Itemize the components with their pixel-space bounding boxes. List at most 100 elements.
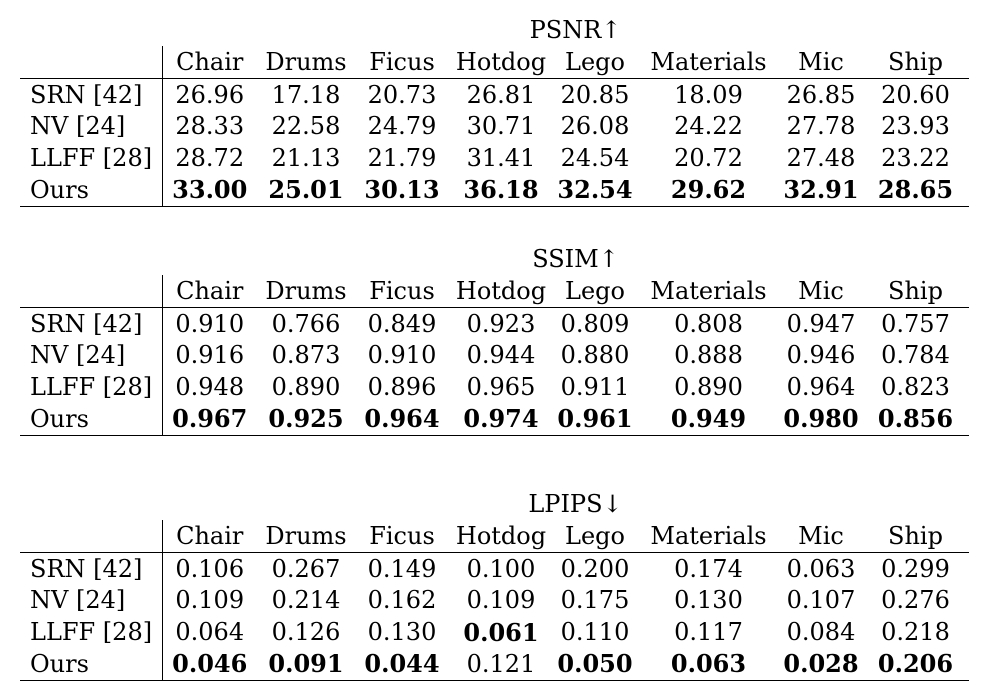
table-cell: 0.206 bbox=[862, 648, 969, 681]
table-cell: 0.964 bbox=[786, 373, 856, 401]
table-cell: 0.890 bbox=[674, 373, 743, 401]
table-cell: 20.85 bbox=[560, 81, 630, 110]
table-cell: 33.00 bbox=[162, 174, 257, 207]
table-cell: 28.65 bbox=[862, 174, 969, 207]
table-cell: 0.910 bbox=[367, 341, 437, 369]
table-cell: 0.044 bbox=[355, 648, 449, 681]
column-header-chair: Chair bbox=[162, 275, 257, 308]
table-row: Ours 33.00 25.01 30.13 36.18 32.54 29.62 32.91 2… bbox=[20, 174, 969, 207]
table-cell: 21.13 bbox=[271, 144, 341, 172]
psnr-title: PSNR↑ bbox=[529, 16, 622, 44]
table-row: Ours 0.967 0.925 0.964 0.974 0.961 0.949 0.980 0… bbox=[20, 403, 969, 436]
table-cell: 0.964 bbox=[355, 403, 449, 436]
table-cell: 0.276 bbox=[881, 586, 950, 614]
column-header-materials: Materials bbox=[637, 520, 780, 553]
table-cell: 28.33 bbox=[175, 112, 245, 140]
column-header-mic: Mic bbox=[780, 520, 862, 553]
lpips-table: Chair Drums Ficus Hotdog Lego Materials Mic Shi… bbox=[20, 520, 969, 681]
table-cell: 27.48 bbox=[786, 144, 856, 172]
table-cell: 0.110 bbox=[560, 618, 630, 646]
table-cell: 18.09 bbox=[674, 81, 743, 110]
column-header-drums: Drums bbox=[257, 275, 355, 308]
column-header-lego: Lego bbox=[553, 275, 637, 308]
table-cell: 0.121 bbox=[449, 648, 553, 681]
table-cell: 30.13 bbox=[355, 174, 449, 207]
table-cell: 0.126 bbox=[271, 618, 341, 646]
method-label: Ours bbox=[20, 174, 163, 207]
column-header-ficus: Ficus bbox=[355, 520, 449, 553]
table-cell: 0.947 bbox=[786, 310, 856, 339]
table-cell: 0.849 bbox=[367, 310, 437, 339]
header-row: Chair Drums Ficus Hotdog Lego Materials Mic Shi… bbox=[20, 46, 969, 79]
table-cell: 20.73 bbox=[367, 81, 437, 110]
header-row: Chair Drums Ficus Hotdog Lego Materials Mic Shi… bbox=[20, 275, 969, 308]
table-cell: 0.107 bbox=[786, 586, 856, 614]
method-label: LLFF [28] bbox=[20, 371, 163, 403]
table-cell: 0.808 bbox=[674, 310, 743, 339]
table-cell: 0.117 bbox=[674, 618, 743, 646]
table-cell: 0.856 bbox=[862, 403, 969, 436]
table-row: LLFF [28] 0.064 0.126 0.130 0.061 0.110 0.117 0… bbox=[20, 616, 969, 648]
table-cell: 0.757 bbox=[881, 310, 950, 339]
method-label: SRN [42] bbox=[20, 78, 163, 110]
table-cell: 0.100 bbox=[466, 555, 536, 584]
method-label: SRN [42] bbox=[20, 307, 163, 339]
table-cell: 0.873 bbox=[271, 341, 341, 369]
table-cell: 0.218 bbox=[881, 618, 950, 646]
table-row: LLFF [28] 28.72 21.13 21.79 31.41 24.54 20.72 2… bbox=[20, 142, 969, 174]
table-cell: 21.79 bbox=[367, 144, 437, 172]
table-row: SRN [42] 0.106 0.267 0.149 0.100 0.200 0.174 0.… bbox=[20, 552, 969, 584]
table-cell: 26.85 bbox=[786, 81, 856, 110]
table-cell: 0.923 bbox=[466, 310, 536, 339]
table-cell: 0.980 bbox=[780, 403, 862, 436]
table-cell: 0.965 bbox=[466, 373, 536, 401]
lpips-table-block: LPIPS↓ Chair Drums Ficus Hotdog Lego Materials… bbox=[20, 488, 969, 688]
table-cell: 0.948 bbox=[175, 373, 245, 401]
method-label: NV [24] bbox=[20, 339, 163, 371]
table-cell: 23.22 bbox=[881, 144, 950, 172]
table-cell: 20.72 bbox=[674, 144, 743, 172]
column-header-ship: Ship bbox=[862, 46, 969, 79]
column-header-hotdog: Hotdog bbox=[449, 275, 553, 308]
table-row: NV [24] 28.33 22.58 24.79 30.71 26.08 24.22 27.… bbox=[20, 110, 969, 142]
table-row: Ours 0.046 0.091 0.044 0.121 0.050 0.063 0.028 0… bbox=[20, 648, 969, 681]
column-header-ship: Ship bbox=[862, 275, 969, 308]
table-cell: 32.54 bbox=[553, 174, 637, 207]
table-cell: 0.896 bbox=[367, 373, 437, 401]
table-cell: 0.784 bbox=[881, 341, 950, 369]
table-cell: 0.200 bbox=[560, 555, 630, 584]
method-label: NV [24] bbox=[20, 110, 163, 142]
table-cell: 26.08 bbox=[560, 112, 630, 140]
table-row: NV [24] 0.916 0.873 0.910 0.944 0.880 0.888 0.9… bbox=[20, 339, 969, 371]
column-header-materials: Materials bbox=[637, 46, 780, 79]
table-cell: 31.41 bbox=[466, 144, 536, 172]
column-header-hotdog: Hotdog bbox=[449, 520, 553, 553]
table-cell: 0.880 bbox=[560, 341, 630, 369]
ssim-title: SSIM↑ bbox=[532, 245, 619, 273]
table-cell: 0.109 bbox=[466, 586, 536, 614]
table-cell: 32.91 bbox=[780, 174, 862, 207]
column-header-ficus: Ficus bbox=[355, 275, 449, 308]
header-corner bbox=[20, 275, 163, 308]
table-cell: 24.54 bbox=[560, 144, 630, 172]
table-row: SRN [42] 26.96 17.18 20.73 26.81 20.85 18.09 26… bbox=[20, 78, 969, 110]
table-cell: 0.910 bbox=[175, 310, 245, 339]
table-cell: 0.130 bbox=[674, 586, 743, 614]
table-cell: 28.72 bbox=[175, 144, 245, 172]
table-cell: 0.174 bbox=[674, 555, 743, 584]
table-cell: 0.149 bbox=[367, 555, 437, 584]
table-cell: 0.823 bbox=[881, 373, 950, 401]
table-cell: 0.091 bbox=[257, 648, 355, 681]
table-cell: 0.028 bbox=[780, 648, 862, 681]
psnr-table-block: PSNR↑ Chair Drums Ficus Hotdog Lego Materials M… bbox=[20, 14, 969, 214]
table-cell: 26.81 bbox=[466, 81, 536, 110]
table-cell: 29.62 bbox=[637, 174, 780, 207]
table-cell: 0.084 bbox=[786, 618, 856, 646]
method-label: SRN [42] bbox=[20, 552, 163, 584]
ssim-table-block: SSIM↑ Chair Drums Ficus Hotdog Lego Materials M… bbox=[20, 243, 969, 443]
table-cell: 0.911 bbox=[560, 373, 630, 401]
table-cell: 0.967 bbox=[162, 403, 257, 436]
method-label: LLFF [28] bbox=[20, 142, 163, 174]
table-row: LLFF [28] 0.948 0.890 0.896 0.965 0.911 0.890 0… bbox=[20, 371, 969, 403]
table-cell: 0.061 bbox=[463, 617, 539, 647]
